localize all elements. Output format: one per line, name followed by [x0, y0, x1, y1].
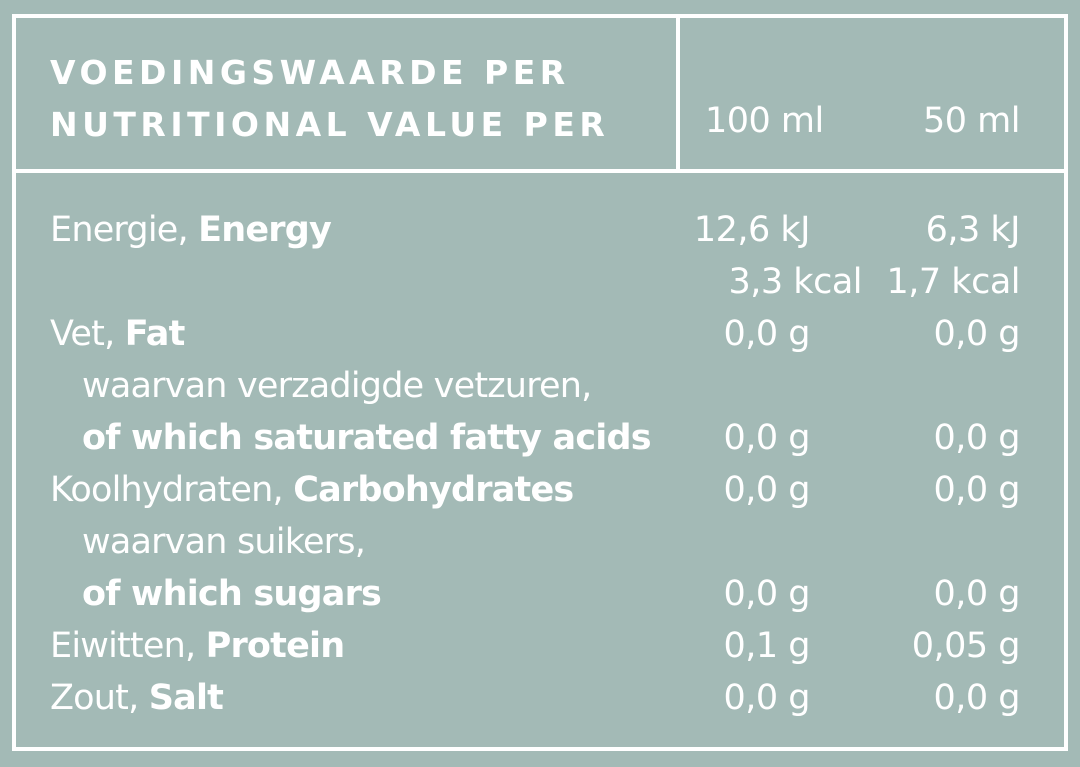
row-energy-kcal: 3,3 kcal 1,7 kcal [0, 265, 1080, 317]
label-english: Protein [205, 626, 346, 666]
label-dutch: Zout, [50, 678, 149, 718]
row-protein: Eiwitten, Protein 0,1 g 0,05 g [0, 629, 1080, 681]
table-title-english: NUTRITIONAL VALUE PER [50, 105, 610, 144]
value-50ml: 0,0 g [933, 678, 1020, 718]
value-100ml: 0,0 g [723, 574, 810, 614]
row-label: Energie, Energy [50, 210, 332, 250]
label-english: Salt [148, 678, 224, 718]
value-50ml: 6,3 kJ [925, 210, 1021, 250]
value-100ml: 12,6 kJ [693, 210, 811, 250]
column-header-100ml: 100 ml [705, 101, 824, 141]
value-100ml: 0,0 g [723, 418, 810, 458]
row-saturated-dutch: waarvan verzadigde vetzuren, [0, 369, 1080, 421]
value-50ml: 0,0 g [933, 418, 1020, 458]
label-english: Energy [198, 210, 332, 250]
row-label: Vet, Fat [50, 317, 185, 352]
label-dutch: Energie, [50, 210, 199, 250]
table-title-dutch: VOEDINGSWAARDE PER [50, 53, 570, 92]
column-header-50ml: 50 ml [923, 101, 1020, 141]
row-label: Zout, Salt [50, 678, 224, 718]
value-50ml: 0,0 g [933, 574, 1020, 614]
label-english: Fat [124, 314, 186, 354]
value-50ml: 0,0 g [933, 470, 1020, 510]
label-english: of which saturated fatty acids [82, 418, 652, 458]
nutrition-table [12, 14, 1068, 751]
label-dutch: waarvan verzadigde vetzuren, [82, 366, 592, 406]
column-divider [676, 18, 680, 169]
row-label: Koolhydraten, Carbohydrates [50, 470, 574, 510]
value-100ml: 0,0 g [723, 470, 810, 510]
row-sugars: of which sugars 0,0 g 0,0 g [0, 577, 1080, 629]
label-dutch: Vet, [50, 314, 125, 354]
row-sugars-dutch: waarvan suikers, [0, 525, 1080, 577]
value-50ml: 0,05 g [911, 626, 1021, 666]
row-energy: Energie, Energy 12,6 kJ 6,3 kJ [0, 213, 1080, 265]
value-100ml: 0,0 g [723, 678, 810, 718]
row-carbohydrates: Koolhydraten, Carbohydrates 0,0 g 0,0 g [0, 473, 1080, 525]
value-50ml: 0,0 g [933, 314, 1020, 354]
row-fat: Vet, Fat 0,0 g 0,0 g [0, 317, 1080, 369]
row-saturated: of which saturated fatty acids 0,0 g 0,0… [0, 421, 1080, 473]
label-dutch: Eiwitten, [50, 626, 206, 666]
value-100ml: 3,3 kcal [728, 262, 863, 302]
row-salt: Zout, Salt 0,0 g 0,0 g [0, 681, 1080, 733]
label-english: Carbohydrates [293, 470, 574, 510]
row-label: Eiwitten, Protein [50, 626, 346, 666]
value-100ml: 0,0 g [723, 314, 810, 354]
label-dutch: waarvan suikers, [82, 522, 366, 562]
value-100ml: 0,1 g [723, 626, 810, 666]
header-divider [16, 169, 1064, 173]
label-english: of which sugars [82, 574, 382, 614]
label-dutch: Koolhydraten, [50, 470, 294, 510]
value-50ml: 1,7 kcal [886, 262, 1021, 302]
